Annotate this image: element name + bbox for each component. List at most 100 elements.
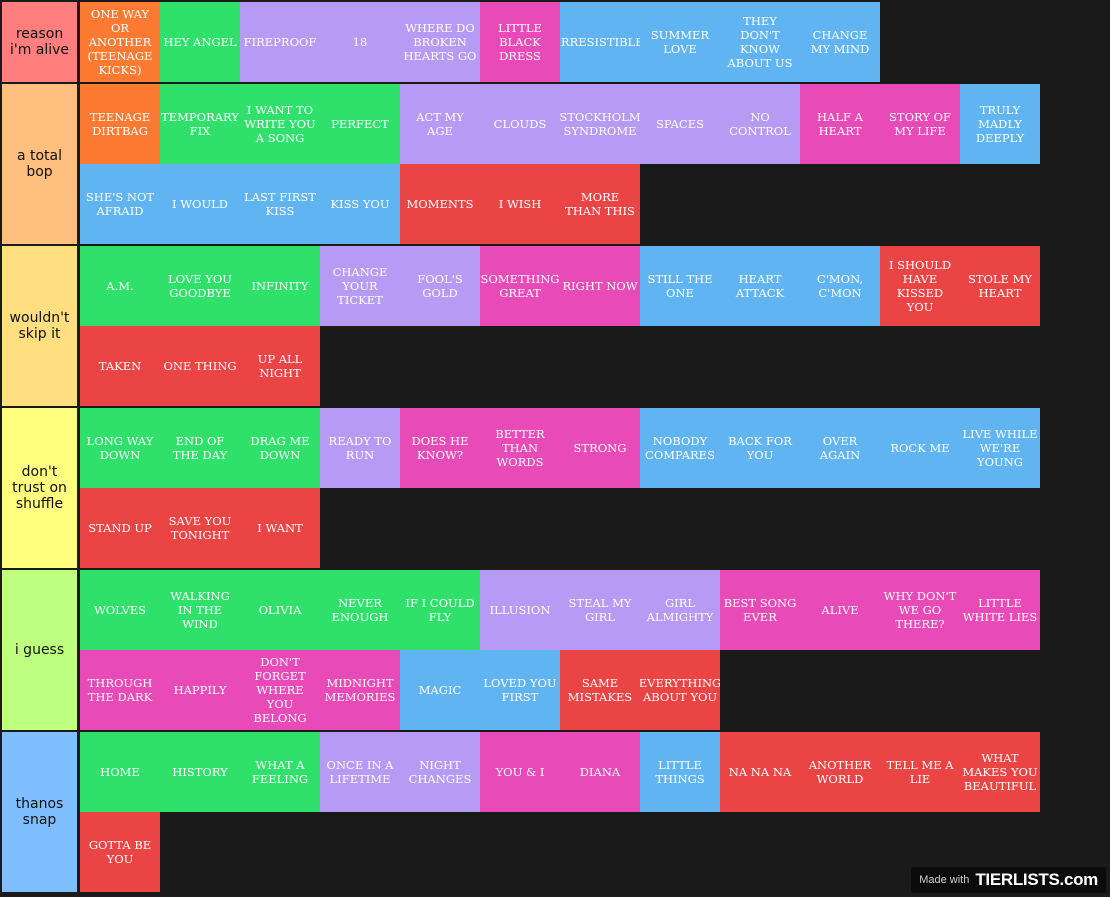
tier-row: a total bop Teenage dirtbag Temporary fix I…	[0, 82, 1110, 244]
tier-item[interactable]: Change your ticket	[320, 246, 400, 326]
tier-item[interactable]: Over again	[800, 408, 880, 488]
tier-item[interactable]: Walking in the wind	[160, 570, 240, 650]
tier-item[interactable]: Half a heart	[800, 84, 880, 164]
tier-item[interactable]: Truly madly deeply	[960, 84, 1040, 164]
tier-item[interactable]: Everything about you	[640, 650, 720, 730]
tier-item[interactable]: Back for you	[720, 408, 800, 488]
tier-item[interactable]: She's not afraid	[80, 164, 160, 244]
tier-item[interactable]: End of the day	[160, 408, 240, 488]
tier-item[interactable]: One way or another (teenage kicks)	[80, 2, 160, 82]
tier-item[interactable]: I should have kissed you	[880, 246, 960, 326]
tier-item[interactable]: Live while we're young	[960, 408, 1040, 488]
tier-item[interactable]: Happily	[160, 650, 240, 730]
tier-item[interactable]: Don't forget where you belong	[240, 650, 320, 730]
tier-item[interactable]: Moments	[400, 164, 480, 244]
tier-label[interactable]: thanos snap	[2, 732, 77, 892]
tier-item[interactable]: Save you tonight	[160, 488, 240, 568]
tier-item[interactable]: Temporary fix	[160, 84, 240, 164]
tier-item[interactable]: Kiss you	[320, 164, 400, 244]
tier-item[interactable]: One thing	[160, 326, 240, 406]
tier-item[interactable]: Little things	[640, 732, 720, 812]
tier-item[interactable]: I would	[160, 164, 240, 244]
tier-item[interactable]: You & I	[480, 732, 560, 812]
tier-item[interactable]: Fool's gold	[400, 246, 480, 326]
tier-item[interactable]: Illusion	[480, 570, 560, 650]
tier-item[interactable]: Where do broken hearts go	[400, 2, 480, 82]
tier-item[interactable]: Diana	[560, 732, 640, 812]
tier-item[interactable]: I want	[240, 488, 320, 568]
tier-item[interactable]: Midnight memories	[320, 650, 400, 730]
tier-item[interactable]: If I could fly	[400, 570, 480, 650]
tier-item[interactable]: Same mistakes	[560, 650, 640, 730]
tier-item[interactable]: Night changes	[400, 732, 480, 812]
tier-item[interactable]: Infinity	[240, 246, 320, 326]
tier-item[interactable]: Never enough	[320, 570, 400, 650]
tier-item[interactable]: Loved you first	[480, 650, 560, 730]
tier-item[interactable]: No control	[720, 84, 800, 164]
tier-item[interactable]: What a feeling	[240, 732, 320, 812]
tier-item[interactable]: More than this	[560, 164, 640, 244]
tier-label[interactable]: reason i'm alive	[2, 2, 77, 82]
tier-item[interactable]: Girl almighty	[640, 570, 720, 650]
tier-item[interactable]: Spaces	[640, 84, 720, 164]
tier-item[interactable]: C'mon, c'mon	[800, 246, 880, 326]
tier-item[interactable]: What makes you beautiful	[960, 732, 1040, 812]
tier-item[interactable]: Love you goodbye	[160, 246, 240, 326]
tier-item[interactable]: Long way down	[80, 408, 160, 488]
tier-item[interactable]: They don't know about us	[720, 2, 800, 82]
tier-item[interactable]: Olivia	[240, 570, 320, 650]
tier-item[interactable]: Rock me	[880, 408, 960, 488]
tier-label[interactable]: a total bop	[2, 84, 77, 244]
tier-item[interactable]: Stand up	[80, 488, 160, 568]
tier-item[interactable]: Hey angel	[160, 2, 240, 82]
tier-item[interactable]: Fireproof	[240, 2, 320, 82]
tier-item[interactable]: Taken	[80, 326, 160, 406]
tier-item[interactable]: Clouds	[480, 84, 560, 164]
tier-item[interactable]: Another world	[800, 732, 880, 812]
tier-item[interactable]: Na na na	[720, 732, 800, 812]
tier-item[interactable]: Little black dress	[480, 2, 560, 82]
tier-item[interactable]: Act my age	[400, 84, 480, 164]
tier-item[interactable]: Summer love	[640, 2, 720, 82]
tier-item[interactable]: Strong	[560, 408, 640, 488]
tier-row: reason i'm alive One way or another (teen…	[0, 0, 1110, 82]
tier-item[interactable]: Best song ever	[720, 570, 800, 650]
tier-item[interactable]: Irresistible	[560, 2, 640, 82]
tier-item[interactable]: Change my mind	[800, 2, 880, 82]
tier-item[interactable]: Gotta be you	[80, 812, 160, 892]
tier-item[interactable]: Last first kiss	[240, 164, 320, 244]
tier-item[interactable]: Does he know?	[400, 408, 480, 488]
tier-label[interactable]: i guess	[2, 570, 77, 730]
tier-item[interactable]: A.M.	[80, 246, 160, 326]
tier-item[interactable]: Magic	[400, 650, 480, 730]
tier-item[interactable]: Heart attack	[720, 246, 800, 326]
tier-item[interactable]: Nobody compares	[640, 408, 720, 488]
tier-item[interactable]: Perfect	[320, 84, 400, 164]
tier-item[interactable]: Teenage dirtbag	[80, 84, 160, 164]
tier-item[interactable]: Once in a lifetime	[320, 732, 400, 812]
tier-item[interactable]: Tell me a lie	[880, 732, 960, 812]
tier-item[interactable]: Steal my girl	[560, 570, 640, 650]
tier-label[interactable]: don't trust on shuffle	[2, 408, 77, 568]
tier-item[interactable]: Stole my heart	[960, 246, 1040, 326]
tier-item[interactable]: Ready to run	[320, 408, 400, 488]
tier-label[interactable]: wouldn't skip it	[2, 246, 77, 406]
tier-item[interactable]: Alive	[800, 570, 880, 650]
tier-item[interactable]: I wish	[480, 164, 560, 244]
tier-item[interactable]: Still the one	[640, 246, 720, 326]
tier-item[interactable]: Story of my life	[880, 84, 960, 164]
tier-item[interactable]: Stockholm syndrome	[560, 84, 640, 164]
tier-item[interactable]: Little white lies	[960, 570, 1040, 650]
tier-item[interactable]: 18	[320, 2, 400, 82]
tier-item[interactable]: Up all night	[240, 326, 320, 406]
tier-item[interactable]: I want to write you a song	[240, 84, 320, 164]
tier-item[interactable]: Drag me down	[240, 408, 320, 488]
tier-item[interactable]: Home	[80, 732, 160, 812]
tier-item[interactable]: Why don't we go there?	[880, 570, 960, 650]
tier-item[interactable]: Through the dark	[80, 650, 160, 730]
tier-item[interactable]: Right now	[560, 246, 640, 326]
tier-item[interactable]: History	[160, 732, 240, 812]
tier-item[interactable]: Something great	[480, 246, 560, 326]
tier-item[interactable]: Better than words	[480, 408, 560, 488]
tier-item[interactable]: Wolves	[80, 570, 160, 650]
